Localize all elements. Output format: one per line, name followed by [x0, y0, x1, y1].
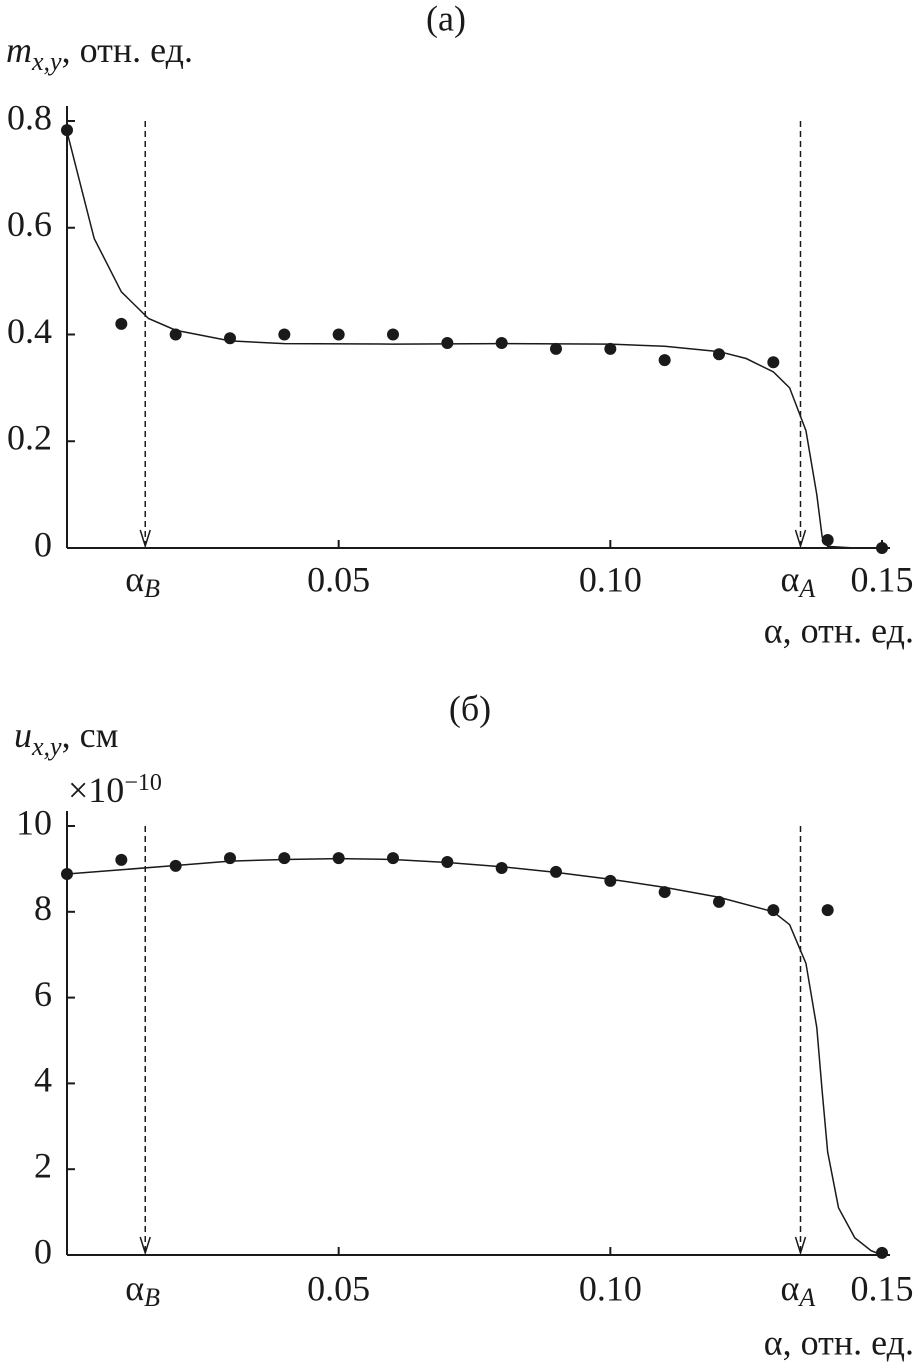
- data-point: [550, 342, 562, 355]
- y-tick-label: 6: [34, 974, 52, 1014]
- data-point: [767, 904, 780, 917]
- marker-subscript: B: [144, 574, 160, 603]
- x-tick-label: 0.15: [851, 559, 914, 599]
- y-label-symbol: u: [14, 715, 32, 755]
- data-point: [332, 852, 345, 865]
- y-label-symbol: m: [6, 30, 32, 70]
- data-point: [278, 852, 291, 865]
- data-point: [604, 874, 617, 887]
- data-point: [821, 904, 834, 917]
- marker-subscript: A: [797, 1283, 815, 1312]
- y-tick-label: 0: [34, 1231, 52, 1271]
- y-tick-label: 10: [16, 802, 52, 842]
- data-point: [224, 332, 236, 345]
- data-point: [115, 317, 128, 330]
- y-tick-label: 0.6: [7, 204, 52, 244]
- y-tick-label: 2: [34, 1145, 52, 1185]
- data-point: [821, 533, 834, 546]
- x-tick-label: 0.10: [579, 1268, 642, 1308]
- data-point: [604, 342, 617, 355]
- fit-curve: [66, 857, 883, 1256]
- marker-symbol: α: [125, 559, 144, 599]
- x-tick-label: 0.05: [307, 559, 370, 599]
- multiplier-base: ×10: [68, 770, 124, 810]
- marker-arrow: [139, 1236, 151, 1256]
- y-label-subscript: x,y: [31, 47, 62, 76]
- y-tick-label: 8: [34, 888, 52, 928]
- data-point: [658, 886, 671, 899]
- data-point: [713, 895, 725, 908]
- marker-subscript: B: [144, 1283, 160, 1312]
- y-label-rest: , отн. ед.: [62, 30, 193, 70]
- data-point: [441, 337, 454, 350]
- y-tick-label: 0: [34, 524, 52, 564]
- y-multiplier: ×10−10: [68, 770, 162, 810]
- data-point: [387, 328, 399, 341]
- data-point: [495, 862, 508, 875]
- panel-title: (а): [426, 0, 466, 38]
- y-label-rest: , см: [62, 715, 119, 755]
- data-point: [876, 1246, 888, 1259]
- y-label-subscript: x,y: [31, 732, 62, 761]
- marker-subscript: A: [797, 574, 815, 603]
- y-axis-label: ux,y, см: [14, 715, 118, 761]
- x-axis-label: α, отн. ед.: [764, 610, 914, 650]
- data-point: [876, 542, 888, 554]
- marker-label: αB: [125, 1268, 160, 1312]
- marker-arrow: [139, 529, 151, 549]
- y-tick-label: 0.8: [7, 97, 52, 137]
- data-point: [387, 852, 399, 865]
- x-axis-label: α, отн. ед.: [764, 1322, 914, 1362]
- y-axis-label: mx,y, отн. ед.: [6, 30, 193, 76]
- marker-arrow: [794, 1236, 807, 1256]
- multiplier-exp: −10: [124, 770, 162, 796]
- fit-curve: [66, 131, 882, 549]
- panel-title: (б): [449, 688, 491, 728]
- y-tick-label: 0.4: [7, 311, 52, 351]
- data-point: [224, 852, 236, 865]
- data-point: [767, 356, 780, 369]
- data-point: [495, 337, 508, 350]
- marker-arrow: [794, 529, 807, 549]
- data-point: [61, 124, 73, 137]
- marker-symbol: α: [125, 1268, 144, 1308]
- y-tick-label: 0.2: [7, 418, 52, 458]
- data-point: [61, 868, 73, 881]
- data-point: [169, 328, 182, 341]
- x-tick-label: 0.15: [851, 1268, 914, 1308]
- data-point: [713, 348, 725, 361]
- y-tick-label: 4: [34, 1060, 52, 1100]
- data-point: [278, 328, 291, 341]
- marker-symbol: α: [781, 1268, 800, 1308]
- data-point: [441, 856, 454, 869]
- data-point: [115, 853, 128, 866]
- marker-label: αB: [125, 559, 160, 603]
- data-point: [658, 354, 671, 367]
- marker-symbol: α: [781, 559, 800, 599]
- data-point: [550, 865, 562, 878]
- marker-label: αA: [781, 1268, 816, 1312]
- x-tick-label: 0.05: [307, 1268, 370, 1308]
- data-point: [169, 859, 182, 872]
- data-point: [332, 328, 345, 341]
- marker-label: αA: [781, 559, 816, 603]
- x-tick-label: 0.10: [579, 559, 642, 599]
